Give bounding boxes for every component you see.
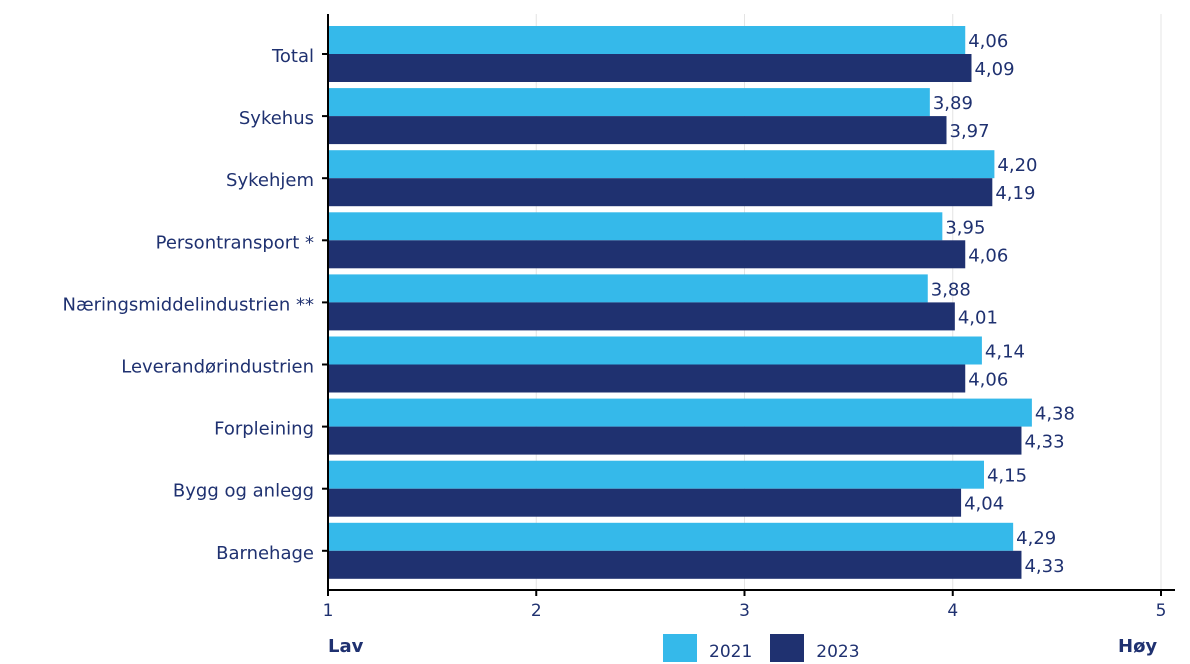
- bar-2021: [328, 398, 1032, 427]
- category-label: Bygg og anlegg: [173, 481, 314, 502]
- value-label: 3,89: [933, 93, 973, 114]
- value-label: 3,88: [931, 279, 971, 300]
- x-tick-label: 2: [531, 601, 542, 621]
- legend: 2021 2023: [663, 634, 878, 662]
- bar-2023: [328, 550, 1022, 579]
- x-tick-label: 1: [323, 601, 334, 621]
- value-label: 4,01: [958, 307, 998, 328]
- value-label: 3,95: [945, 217, 985, 238]
- bar-2023: [328, 240, 966, 269]
- value-label: 4,06: [968, 245, 1008, 266]
- bar-2021: [328, 460, 984, 489]
- value-label: 4,09: [974, 59, 1014, 80]
- value-labels: 4,06 4,093,89 3,97 4,20 4,19 3,95 4,06 3,88 4,01…: [931, 31, 1075, 577]
- category-label: Sykehjem: [226, 170, 314, 191]
- legend-swatch-2023: [770, 634, 805, 662]
- bar-2023: [328, 302, 955, 331]
- bar-2023: [328, 364, 966, 393]
- legend-label-2021: 2021: [709, 642, 753, 662]
- bar-2023: [328, 116, 947, 145]
- x-tick-label: 5: [1156, 601, 1167, 621]
- low-end-label: Lav: [328, 636, 364, 657]
- value-label: 4,15: [987, 466, 1027, 487]
- value-label: 4,33: [1024, 556, 1064, 577]
- category-label: Forpleining: [214, 419, 314, 440]
- value-label: 3,97: [950, 121, 990, 142]
- bar-2021: [328, 150, 995, 179]
- legend-item-2023: 2023: [770, 634, 860, 662]
- bar-2023: [328, 426, 1022, 455]
- legend-swatch-2021: [663, 634, 697, 662]
- bar-2021: [328, 274, 928, 303]
- legend-label-2023: 2023: [816, 642, 860, 662]
- value-label: 4,06: [968, 31, 1008, 52]
- value-label: 4,14: [985, 342, 1025, 363]
- category-label: Barnehage: [216, 543, 314, 564]
- value-label: 4,20: [997, 155, 1037, 176]
- bar-2021: [328, 26, 966, 54]
- x-tick-label: 4: [947, 601, 958, 621]
- value-label: 4,33: [1024, 432, 1064, 453]
- bar-2021: [328, 88, 930, 117]
- category-label: Næringsmiddelindustrien **: [63, 294, 315, 315]
- axes: 1 2 3 4 5: [322, 14, 1175, 621]
- category-label: Sykehus: [239, 108, 314, 129]
- category-label: Total: [271, 46, 314, 67]
- bar-2021: [328, 522, 1014, 551]
- value-label: 4,29: [1016, 528, 1056, 549]
- value-label: 4,06: [968, 370, 1008, 391]
- value-label: 4,38: [1035, 404, 1075, 425]
- bar-2023: [328, 178, 993, 207]
- category-labels: Total Sykehus Sykehjem Persontransport * Nær…: [63, 46, 315, 564]
- high-end-label: Høy: [1118, 636, 1158, 657]
- bar-2023: [328, 488, 962, 517]
- x-tick-label: 3: [739, 601, 750, 621]
- bar-2021: [328, 212, 943, 241]
- category-label: Persontransport *: [156, 232, 314, 253]
- bars: [328, 26, 1032, 579]
- legend-item-2021: 2021: [663, 634, 752, 662]
- bar-2021: [328, 336, 982, 365]
- value-label: 4,04: [964, 494, 1004, 515]
- category-label: Leverandørindustrien: [121, 357, 314, 378]
- value-label: 4,19: [995, 183, 1035, 204]
- bar-2023: [328, 54, 972, 82]
